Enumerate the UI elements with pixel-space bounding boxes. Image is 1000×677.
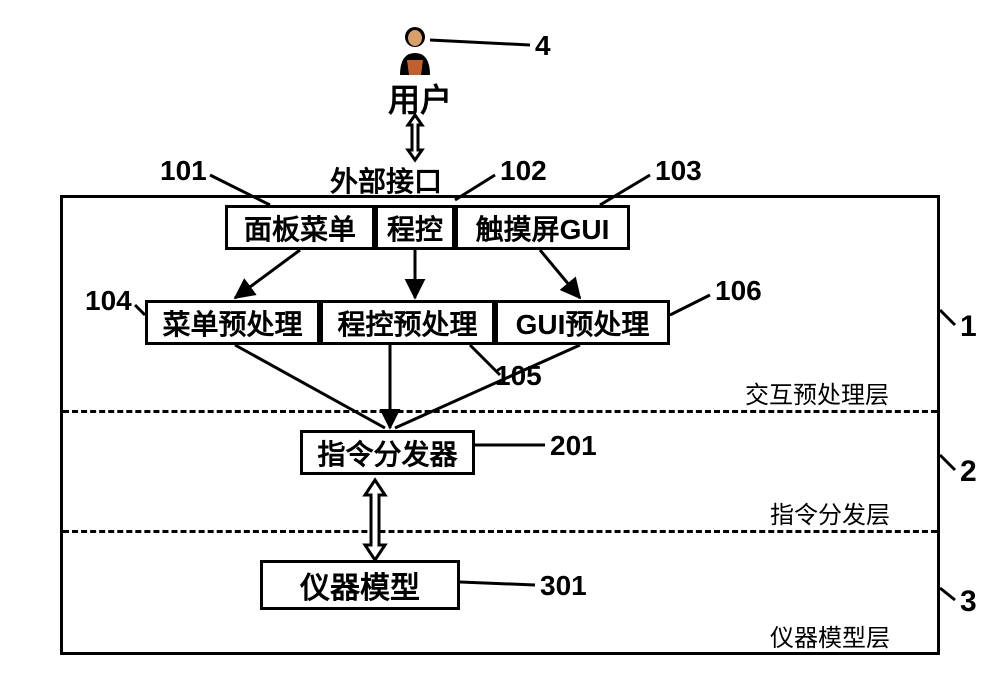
num-301: 301 (540, 570, 587, 602)
external-interface-label: 外部接口 (330, 160, 442, 200)
layer-pre-name: 交互预处理层 (745, 375, 889, 410)
num-104: 104 (85, 285, 132, 317)
diagram-canvas: 用户 外部接口 面板菜单 程控 触摸屏GUI 菜单预处理 程控预处理 GUI预处… (0, 0, 1000, 677)
user-label: 用户 (388, 75, 452, 121)
num-105: 105 (495, 360, 542, 392)
num-103: 103 (655, 155, 702, 187)
box-menu-pre: 菜单预处理 (145, 300, 320, 345)
user-icon (395, 25, 435, 75)
layer-dispatch-name: 指令分发层 (770, 495, 890, 530)
box-model: 仪器模型 (260, 560, 460, 610)
num-106: 106 (715, 275, 762, 307)
num-2: 2 (960, 455, 977, 489)
outer-frame (60, 195, 940, 655)
layer-model-name: 仪器模型层 (770, 618, 890, 653)
box-panel-menu: 面板菜单 (225, 205, 375, 250)
num-102: 102 (500, 155, 547, 187)
box-dispatcher: 指令分发器 (300, 430, 475, 475)
num-1: 1 (960, 310, 977, 344)
box-touch-gui: 触摸屏GUI (455, 205, 630, 250)
box-prog-ctrl: 程控 (375, 205, 455, 250)
num-4: 4 (535, 30, 551, 62)
num-201: 201 (550, 430, 597, 462)
box-gui-pre: GUI预处理 (495, 300, 670, 345)
box-prog-pre: 程控预处理 (320, 300, 495, 345)
num-3: 3 (960, 585, 977, 619)
layer-sep-2 (63, 530, 937, 533)
num-101: 101 (160, 155, 207, 187)
layer-sep-1 (63, 410, 937, 413)
